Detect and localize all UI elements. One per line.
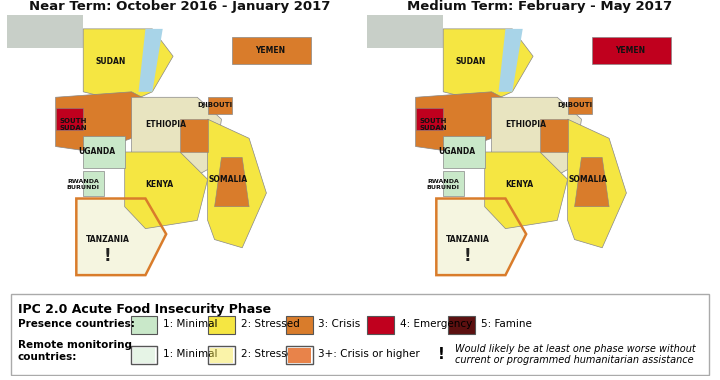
Polygon shape — [7, 15, 84, 48]
Text: UGANDA: UGANDA — [438, 147, 476, 157]
Text: DJIBOUTI: DJIBOUTI — [197, 103, 232, 108]
Text: 3+: Crisis or higher: 3+: Crisis or higher — [318, 350, 420, 359]
Polygon shape — [485, 152, 567, 229]
Text: SOMALIA: SOMALIA — [569, 175, 608, 184]
Text: 1: Minimal: 1: Minimal — [163, 350, 217, 359]
Text: SUDAN: SUDAN — [96, 57, 126, 66]
Polygon shape — [55, 108, 84, 130]
Polygon shape — [232, 37, 311, 65]
Polygon shape — [444, 171, 464, 196]
Polygon shape — [84, 136, 125, 168]
Polygon shape — [84, 29, 173, 103]
Polygon shape — [207, 97, 232, 114]
Polygon shape — [76, 198, 166, 275]
Text: 3: Crisis: 3: Crisis — [318, 319, 361, 329]
FancyBboxPatch shape — [367, 316, 394, 334]
Polygon shape — [444, 136, 485, 168]
Text: ETHIOPIA: ETHIOPIA — [145, 120, 186, 129]
FancyBboxPatch shape — [288, 348, 310, 363]
FancyBboxPatch shape — [132, 348, 156, 363]
Text: UGANDA: UGANDA — [78, 147, 116, 157]
Text: DJIBOUTI: DJIBOUTI — [557, 103, 592, 108]
Polygon shape — [567, 97, 592, 114]
Polygon shape — [492, 97, 582, 185]
Text: 5: Famine: 5: Famine — [481, 319, 531, 329]
Text: YEMEN: YEMEN — [615, 46, 645, 55]
Polygon shape — [592, 37, 671, 65]
Polygon shape — [367, 15, 444, 48]
Text: !: ! — [438, 347, 444, 362]
Text: 4: Emergency: 4: Emergency — [400, 319, 472, 329]
Text: !: ! — [104, 247, 111, 265]
Text: 2: Stressed: 2: Stressed — [240, 350, 300, 359]
Text: Remote monitoring
countries:: Remote monitoring countries: — [18, 340, 132, 362]
FancyBboxPatch shape — [130, 346, 158, 364]
FancyBboxPatch shape — [208, 316, 235, 334]
Text: SOUTH
SUDAN: SOUTH SUDAN — [419, 118, 446, 131]
Text: TANZANIA: TANZANIA — [86, 235, 130, 244]
Text: Presence countries:: Presence countries: — [18, 319, 135, 329]
FancyBboxPatch shape — [11, 294, 709, 375]
Text: !: ! — [464, 247, 471, 265]
FancyBboxPatch shape — [286, 316, 312, 334]
Polygon shape — [498, 29, 523, 92]
Polygon shape — [567, 119, 626, 248]
Text: SOUTH
SUDAN: SOUTH SUDAN — [59, 118, 86, 131]
FancyBboxPatch shape — [448, 316, 475, 334]
Polygon shape — [55, 92, 153, 152]
Title: Near Term: October 2016 - January 2017: Near Term: October 2016 - January 2017 — [30, 0, 330, 13]
Text: 2: Stressed: 2: Stressed — [240, 319, 300, 329]
Polygon shape — [180, 119, 207, 152]
Title: Medium Term: February - May 2017: Medium Term: February - May 2017 — [408, 0, 672, 13]
FancyBboxPatch shape — [130, 316, 158, 334]
FancyBboxPatch shape — [286, 346, 312, 364]
Polygon shape — [138, 29, 163, 92]
Text: SOMALIA: SOMALIA — [209, 175, 248, 184]
Text: RWANDA
BURUNDI: RWANDA BURUNDI — [67, 179, 100, 190]
Text: ETHIOPIA: ETHIOPIA — [505, 120, 546, 129]
Text: KENYA: KENYA — [145, 180, 174, 189]
Polygon shape — [436, 198, 526, 275]
Polygon shape — [575, 157, 609, 207]
Polygon shape — [215, 157, 249, 207]
Polygon shape — [415, 108, 444, 130]
Text: Would likely be at least one phase worse without
current or programmed humanitar: Would likely be at least one phase worse… — [455, 344, 696, 365]
Polygon shape — [125, 152, 207, 229]
Polygon shape — [540, 119, 567, 152]
Text: RWANDA
BURUNDI: RWANDA BURUNDI — [427, 179, 460, 190]
Text: KENYA: KENYA — [505, 180, 534, 189]
Polygon shape — [444, 29, 533, 103]
Polygon shape — [132, 97, 222, 185]
Polygon shape — [84, 171, 104, 196]
FancyBboxPatch shape — [210, 348, 233, 363]
FancyBboxPatch shape — [208, 346, 235, 364]
Text: 1: Minimal: 1: Minimal — [163, 319, 217, 329]
Text: IPC 2.0 Acute Food Insecurity Phase: IPC 2.0 Acute Food Insecurity Phase — [18, 302, 271, 316]
Text: SUDAN: SUDAN — [456, 57, 486, 66]
Polygon shape — [207, 119, 266, 248]
Polygon shape — [415, 92, 513, 152]
Text: TANZANIA: TANZANIA — [446, 235, 490, 244]
Text: YEMEN: YEMEN — [255, 46, 285, 55]
